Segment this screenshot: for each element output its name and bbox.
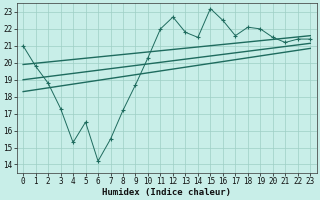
X-axis label: Humidex (Indice chaleur): Humidex (Indice chaleur): [102, 188, 231, 197]
